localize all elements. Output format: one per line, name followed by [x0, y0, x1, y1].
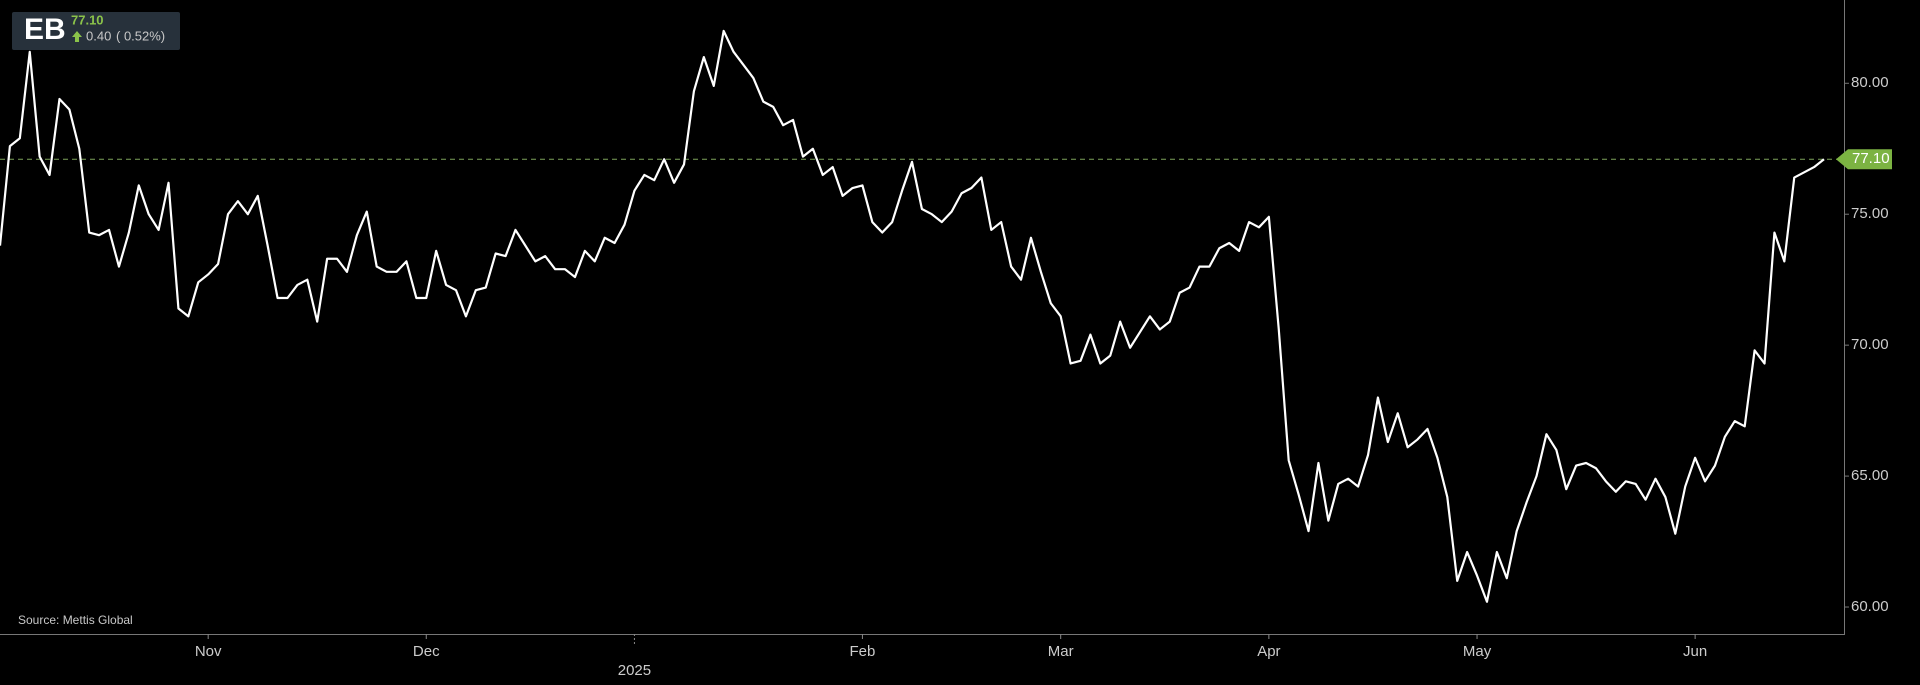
- x-tick-label: May: [1463, 643, 1492, 660]
- x-tick-label: Dec: [413, 643, 440, 660]
- x-tick-label: Nov: [195, 643, 222, 660]
- y-tick-label: 60.00: [1851, 598, 1889, 615]
- price-tag-label: 77.10: [1852, 150, 1890, 167]
- x-tick-label: 2025: [618, 662, 651, 679]
- ticker-symbol: EB: [24, 13, 66, 46]
- y-tick-label: 65.00: [1851, 467, 1889, 484]
- source-note: Source: Mettis Global: [18, 613, 133, 627]
- y-tick-label: 70.00: [1851, 336, 1889, 353]
- price-change-pct: ( 0.52%): [116, 28, 165, 43]
- x-tick-label: Feb: [850, 643, 876, 660]
- x-tick-label: Apr: [1257, 643, 1280, 660]
- price-tag: [1836, 149, 1892, 170]
- last-price: 77.10: [71, 12, 104, 27]
- up-arrow: [72, 31, 82, 42]
- y-tick-label: 75.00: [1851, 205, 1889, 222]
- price-change: 0.40: [86, 28, 111, 43]
- ticker-box: [12, 12, 180, 50]
- price-line: [0, 29, 1825, 603]
- y-tick-label: 80.00: [1851, 74, 1889, 91]
- x-tick-label: Mar: [1048, 643, 1074, 660]
- x-tick-label: Jun: [1683, 643, 1707, 660]
